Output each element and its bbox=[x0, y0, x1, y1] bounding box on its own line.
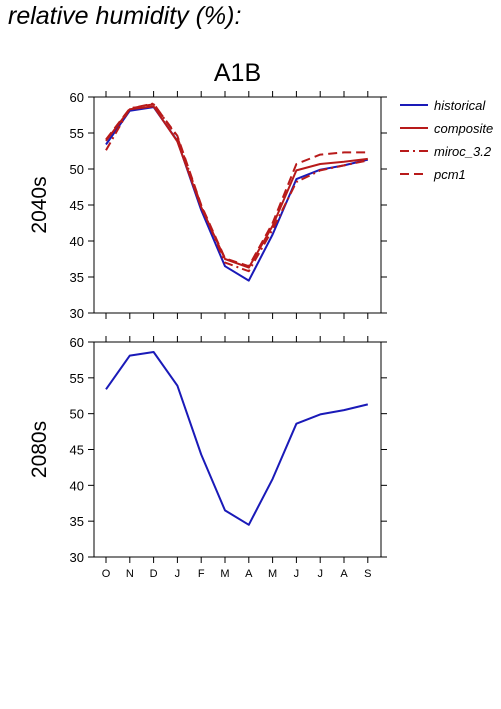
x-tick-label: M bbox=[220, 568, 229, 580]
row-label: 2040s bbox=[28, 176, 51, 233]
legend-label: historical bbox=[434, 98, 486, 113]
x-tick-label: N bbox=[126, 568, 134, 580]
series-line-historical bbox=[105, 351, 369, 526]
x-tick-label: A bbox=[340, 568, 348, 580]
y-tick-label: 60 bbox=[70, 90, 84, 105]
y-tick-label: 30 bbox=[70, 306, 84, 321]
plot-frame bbox=[93, 96, 382, 314]
y-tick-label: 35 bbox=[70, 270, 84, 285]
y-tick-label: 40 bbox=[70, 234, 84, 249]
x-tick-label: O bbox=[102, 568, 111, 580]
y-tick-label: 60 bbox=[70, 335, 84, 350]
y-tick-label: 35 bbox=[70, 514, 84, 529]
page-title: relative humidity (%): bbox=[8, 2, 242, 30]
legend-label: composite bbox=[434, 121, 493, 136]
x-tick-label: A bbox=[245, 568, 253, 580]
panel-2040s: 30 35 40 45 50 55 60 2040s bbox=[28, 90, 387, 321]
legend: historical composite miroc_3.2 pcm1 bbox=[400, 98, 493, 182]
x-tick-label: S bbox=[364, 568, 371, 580]
panel-2080s: 30 35 40 45 50 55 60 O N D J F M A M J J A S 2080s bbox=[28, 335, 387, 580]
x-tick-label: D bbox=[150, 568, 158, 580]
y-tick-label: 45 bbox=[70, 443, 84, 458]
y-tick-label: 30 bbox=[70, 550, 84, 565]
x-tick-label: J bbox=[175, 568, 181, 580]
series-line-pcm1 bbox=[105, 103, 368, 268]
series-line-historical bbox=[105, 106, 369, 282]
y-tick-label: 45 bbox=[70, 198, 84, 213]
x-tick-label: J bbox=[317, 568, 323, 580]
y-tick-label: 40 bbox=[70, 478, 84, 493]
x-tick-label: F bbox=[198, 568, 205, 580]
y-tick-label: 50 bbox=[70, 162, 84, 177]
chart-title: A1B bbox=[214, 59, 261, 87]
y-tick-label: 55 bbox=[70, 126, 84, 141]
series-line-miroc-3-2 bbox=[105, 102, 369, 273]
y-tick-label: 50 bbox=[70, 407, 84, 422]
legend-label: miroc_3.2 bbox=[434, 144, 492, 159]
row-label: 2080s bbox=[28, 421, 51, 478]
x-tick-label: M bbox=[268, 568, 277, 580]
x-tick-label: J bbox=[294, 568, 300, 580]
plot-frame bbox=[93, 341, 382, 558]
y-tick-label: 55 bbox=[70, 371, 84, 386]
series-line-composite bbox=[105, 105, 368, 269]
legend-label: pcm1 bbox=[433, 167, 466, 182]
